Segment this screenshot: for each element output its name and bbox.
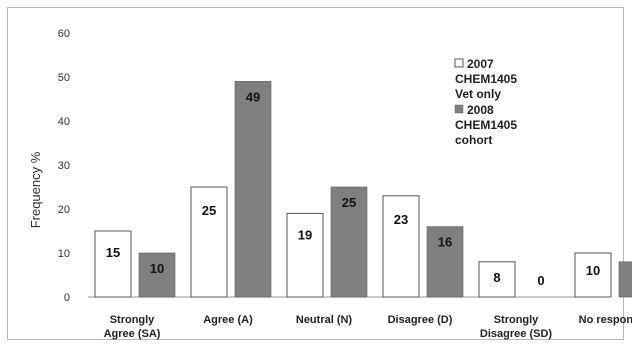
bar-series-2 xyxy=(330,186,368,298)
y-tick-label: 60 xyxy=(58,28,70,40)
y-tick-label: 50 xyxy=(58,72,70,84)
y-axis-ticks: 0 10 20 30 40 50 60 xyxy=(58,28,70,304)
bar-series-1 xyxy=(190,186,228,298)
bar-series-2 xyxy=(138,252,176,298)
category-labels: Strongly Agree (SA) Agree (A) Neutral (N) Di… xyxy=(104,314,632,340)
data-label: 8 xyxy=(493,270,500,285)
data-label: 49 xyxy=(246,89,260,104)
category-label: Strongly xyxy=(110,314,155,326)
bar-series-2 xyxy=(618,261,632,298)
category-label: Neutral (N) xyxy=(296,314,353,326)
y-axis-label: Frequency % xyxy=(28,151,43,228)
legend-label: Vet only xyxy=(455,87,501,101)
y-tick-label: 30 xyxy=(58,160,70,172)
bar-series-1 xyxy=(94,230,132,298)
legend-swatch xyxy=(454,104,464,114)
data-label: 10 xyxy=(150,261,164,276)
category-label: Disagree (D) xyxy=(388,314,453,326)
y-tick-label: 40 xyxy=(58,116,70,128)
data-label: 10 xyxy=(586,263,600,278)
legend-label: 2007 xyxy=(467,57,494,71)
legend-label: cohort xyxy=(455,133,492,147)
category-label: Strongly xyxy=(494,314,539,326)
y-tick-label: 0 xyxy=(64,292,70,304)
category-label: No response xyxy=(579,314,632,326)
bars: 151025491925231680108 xyxy=(94,81,632,298)
bar-series-1 xyxy=(574,252,612,298)
category-label: Agree (SA) xyxy=(104,328,161,340)
y-tick-label: 20 xyxy=(58,204,70,216)
legend-swatch xyxy=(454,58,464,68)
legend-label: 2008 xyxy=(467,103,494,117)
data-label: 25 xyxy=(342,195,356,210)
bar-series-2 xyxy=(234,81,272,298)
y-tick-label: 10 xyxy=(58,248,70,260)
legend-label: CHEM1405 xyxy=(455,72,517,86)
data-label: 15 xyxy=(106,245,120,260)
data-label: 0 xyxy=(537,273,544,288)
legend-label: CHEM1405 xyxy=(455,118,517,132)
category-label: Disagree (SD) xyxy=(480,328,552,340)
bar-series-2 xyxy=(426,226,464,298)
bar-series-1 xyxy=(286,212,324,298)
category-label: Agree (A) xyxy=(203,314,253,326)
data-label: 16 xyxy=(438,235,452,250)
bar-series-1 xyxy=(478,261,516,298)
data-label: 19 xyxy=(298,227,312,242)
data-label: 25 xyxy=(202,203,216,218)
data-label: 23 xyxy=(394,212,408,227)
bar-series-1 xyxy=(382,195,420,298)
